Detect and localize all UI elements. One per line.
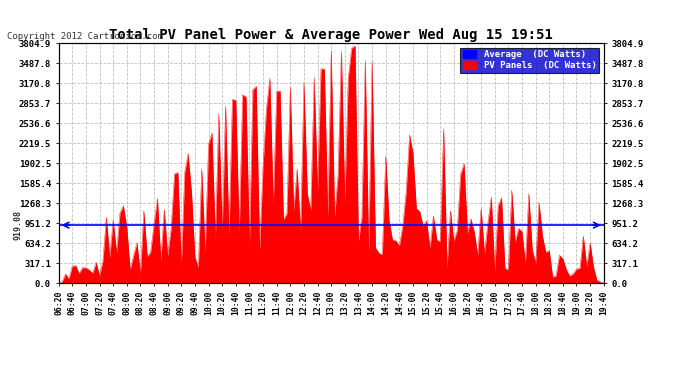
Title: Total PV Panel Power & Average Power Wed Aug 15 19:51: Total PV Panel Power & Average Power Wed… xyxy=(109,28,553,42)
Text: 919.08: 919.08 xyxy=(13,210,22,240)
Text: Copyright 2012 Cartronics.com: Copyright 2012 Cartronics.com xyxy=(7,32,163,41)
Legend: Average  (DC Watts), PV Panels  (DC Watts): Average (DC Watts), PV Panels (DC Watts) xyxy=(460,48,599,73)
